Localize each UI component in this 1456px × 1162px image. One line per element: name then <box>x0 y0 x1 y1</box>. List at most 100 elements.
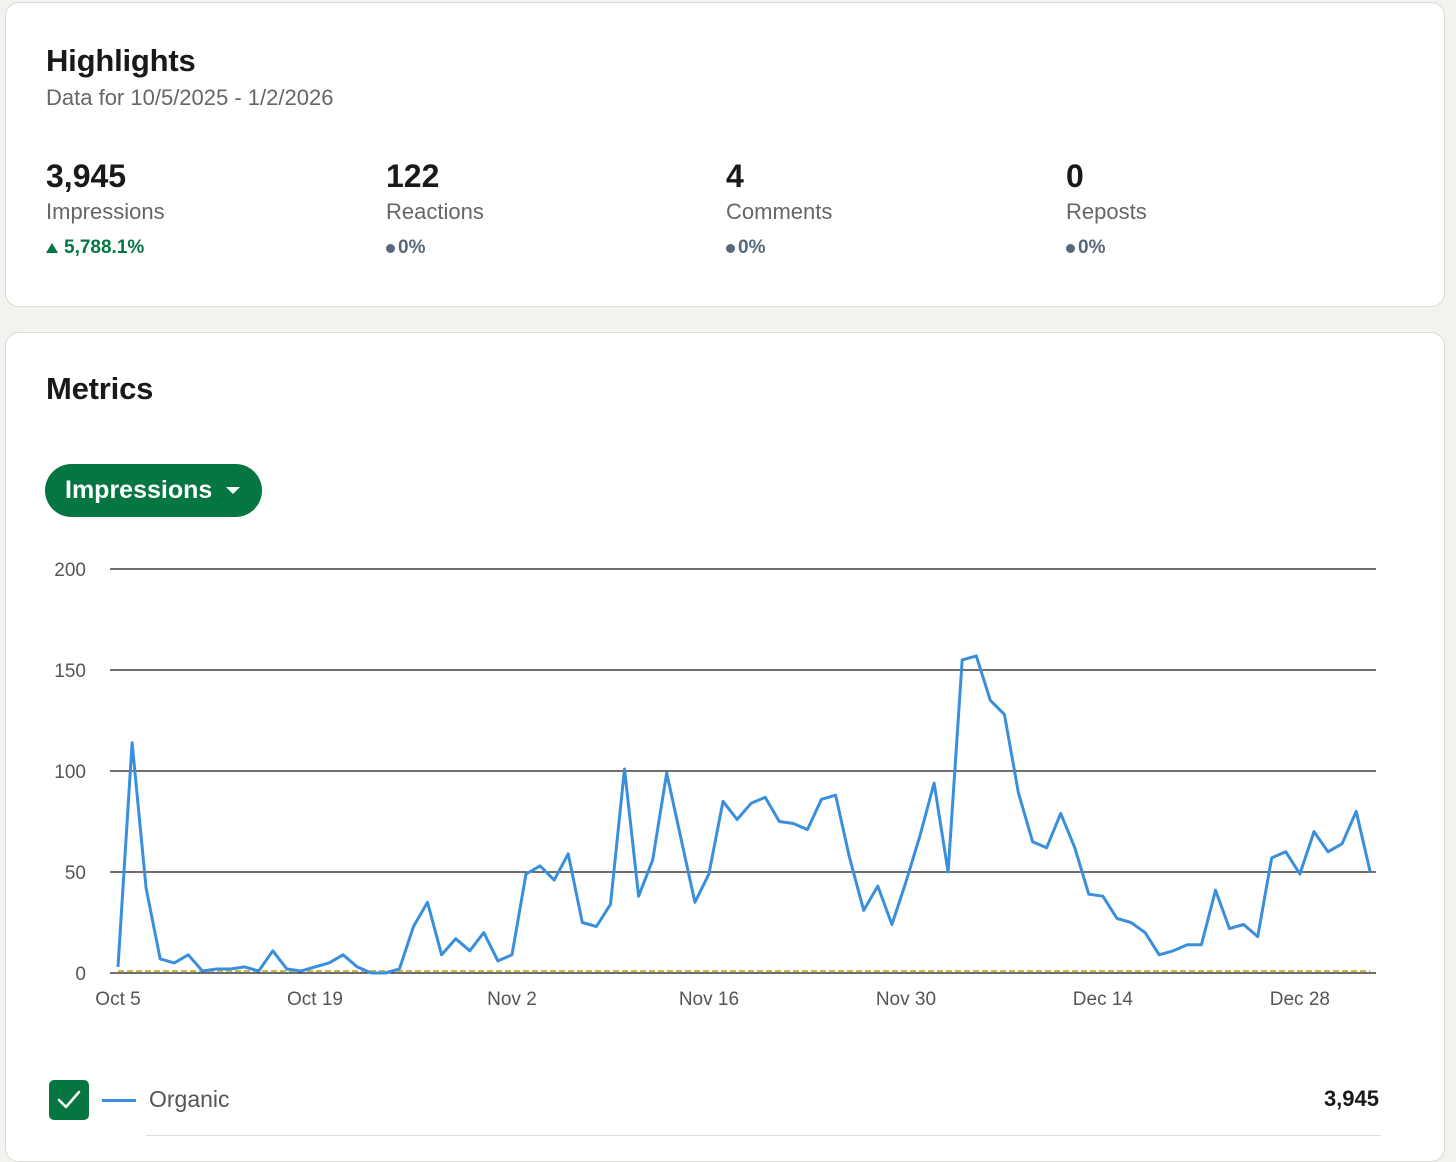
organic-data-point[interactable] <box>1338 840 1346 848</box>
organic-data-point[interactable] <box>1057 809 1065 817</box>
stat-reactions[interactable]: 122 Reactions 0% <box>386 158 686 259</box>
stat-comments[interactable]: 4 Comments 0% <box>726 158 1026 259</box>
organic-data-point[interactable] <box>283 965 291 973</box>
organic-data-point[interactable] <box>621 765 629 773</box>
organic-data-point[interactable] <box>705 870 713 878</box>
organic-data-point[interactable] <box>1352 807 1360 815</box>
organic-data-point[interactable] <box>1254 933 1262 941</box>
organic-data-point[interactable] <box>733 816 741 824</box>
organic-data-point[interactable] <box>198 967 206 975</box>
organic-data-point[interactable] <box>1226 925 1234 933</box>
organic-data-point[interactable] <box>846 854 854 862</box>
organic-data-point[interactable] <box>1197 941 1205 949</box>
organic-data-point[interactable] <box>747 799 755 807</box>
organic-data-point[interactable] <box>325 959 333 967</box>
organic-data-point[interactable] <box>607 900 615 908</box>
organic-data-point[interactable] <box>508 951 516 959</box>
organic-data-point[interactable] <box>1113 915 1121 923</box>
organic-data-point[interactable] <box>677 834 685 842</box>
organic-data-point[interactable] <box>1085 890 1093 898</box>
organic-data-point[interactable] <box>1000 710 1008 718</box>
organic-data-point[interactable] <box>353 963 361 971</box>
organic-data-point[interactable] <box>1141 929 1149 937</box>
organic-data-point[interactable] <box>818 795 826 803</box>
organic-series-line[interactable] <box>116 654 1372 975</box>
organic-data-point[interactable] <box>1015 789 1023 797</box>
organic-data-point[interactable] <box>410 923 418 931</box>
organic-data-point[interactable] <box>663 769 671 777</box>
organic-data-point[interactable] <box>592 923 600 931</box>
organic-data-point[interactable] <box>184 951 192 959</box>
organic-data-point[interactable] <box>1268 854 1276 862</box>
organic-data-point[interactable] <box>424 898 432 906</box>
organic-data-point[interactable] <box>466 947 474 955</box>
organic-data-point[interactable] <box>761 793 769 801</box>
organic-data-point[interactable] <box>114 963 122 971</box>
organic-data-point[interactable] <box>1296 870 1304 878</box>
organic-data-point[interactable] <box>438 951 446 959</box>
organic-data-point[interactable] <box>691 898 699 906</box>
stat-reposts[interactable]: 0 Reposts 0% <box>1066 158 1366 259</box>
organic-data-point[interactable] <box>986 696 994 704</box>
organic-data-point[interactable] <box>1099 892 1107 900</box>
organic-data-point[interactable] <box>564 850 572 858</box>
organic-data-point[interactable] <box>578 919 586 927</box>
organic-data-point[interactable] <box>635 892 643 900</box>
organic-data-point[interactable] <box>480 929 488 937</box>
organic-data-point[interactable] <box>255 967 263 975</box>
organic-data-point[interactable] <box>311 963 319 971</box>
organic-data-point[interactable] <box>1183 941 1191 949</box>
organic-data-point[interactable] <box>367 969 375 977</box>
organic-data-point[interactable] <box>789 820 797 828</box>
organic-data-point[interactable] <box>902 878 910 886</box>
organic-data-point[interactable] <box>1366 868 1374 876</box>
organic-data-point[interactable] <box>916 832 924 840</box>
stat-impressions[interactable]: 3,945 Impressions 5,788.1% <box>46 158 346 259</box>
organic-data-point[interactable] <box>213 965 221 973</box>
organic-data-point[interactable] <box>142 884 150 892</box>
organic-data-point[interactable] <box>1043 844 1051 852</box>
organic-data-point[interactable] <box>536 862 544 870</box>
organic-data-point[interactable] <box>381 969 389 977</box>
organic-checkbox[interactable] <box>49 1080 89 1120</box>
organic-data-point[interactable] <box>550 876 558 884</box>
organic-data-point[interactable] <box>170 959 178 967</box>
stat-change-value: 0% <box>738 237 766 258</box>
organic-data-point[interactable] <box>930 779 938 787</box>
organic-data-point[interactable] <box>128 739 136 747</box>
organic-data-point[interactable] <box>1127 919 1135 927</box>
organic-data-point[interactable] <box>775 818 783 826</box>
organic-data-point[interactable] <box>395 965 403 973</box>
organic-data-point[interactable] <box>269 947 277 955</box>
organic-data-point[interactable] <box>958 656 966 664</box>
organic-data-point[interactable] <box>944 868 952 876</box>
organic-data-point[interactable] <box>888 921 896 929</box>
organic-data-point[interactable] <box>156 955 164 963</box>
organic-data-point[interactable] <box>452 935 460 943</box>
organic-data-point[interactable] <box>1240 921 1248 929</box>
organic-data-point[interactable] <box>339 951 347 959</box>
organic-data-point[interactable] <box>1282 848 1290 856</box>
organic-data-point[interactable] <box>1029 838 1037 846</box>
organic-data-point[interactable] <box>1071 844 1079 852</box>
organic-data-point[interactable] <box>719 797 727 805</box>
organic-data-point[interactable] <box>649 856 657 864</box>
organic-data-point[interactable] <box>1155 951 1163 959</box>
organic-data-point[interactable] <box>1324 848 1332 856</box>
organic-data-point[interactable] <box>241 963 249 971</box>
organic-data-point[interactable] <box>494 957 502 965</box>
organic-data-point[interactable] <box>832 791 840 799</box>
organic-data-point[interactable] <box>227 965 235 973</box>
organic-data-point[interactable] <box>972 652 980 660</box>
organic-data-point[interactable] <box>1310 828 1318 836</box>
organic-data-point[interactable] <box>522 870 530 878</box>
organic-data-point[interactable] <box>297 967 305 975</box>
legend-label: Organic <box>149 1086 230 1112</box>
organic-data-point[interactable] <box>803 826 811 834</box>
trend-up-icon <box>46 243 58 253</box>
organic-data-point[interactable] <box>874 882 882 890</box>
metric-type-dropdown[interactable]: Impressions <box>45 464 263 517</box>
organic-data-point[interactable] <box>1169 947 1177 955</box>
organic-data-point[interactable] <box>1212 886 1220 894</box>
organic-data-point[interactable] <box>860 906 868 914</box>
